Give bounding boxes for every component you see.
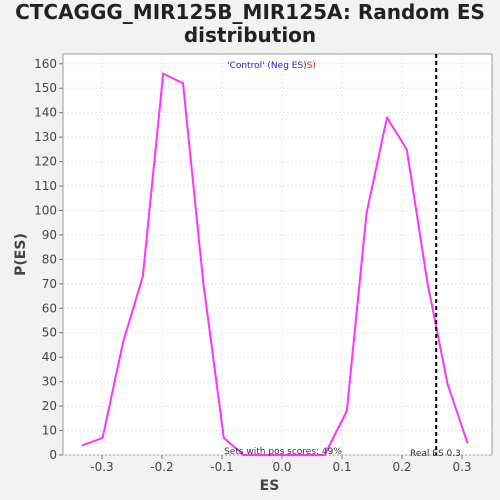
chart-title: CTCAGGG_MIR125B_MIR125A: Random ES distr…	[0, 1, 500, 47]
chart-title-line-1: CTCAGGG_MIR125B_MIR125A: Random ES	[15, 0, 485, 24]
x-axis: -0.3 -0.2 -0.1 0.0 0.1 0.2 0.3	[90, 455, 472, 474]
es-distribution-line	[82, 72, 469, 456]
x-tick-label: 0.0	[272, 460, 291, 474]
legend: 'Control' (Neg ES)S)	[227, 61, 316, 71]
x-tick-label: -0.1	[210, 460, 233, 474]
y-tick-label: 100	[34, 203, 57, 217]
chart-title-line-2: distribution	[183, 23, 317, 47]
x-tick-label: -0.2	[150, 460, 173, 474]
series-points	[81, 72, 469, 456]
y-tick-label: 0	[49, 448, 57, 462]
data-point	[365, 211, 368, 214]
y-tick-label: 120	[34, 155, 57, 169]
pos-scores-annotation: Sets with pos scores: 49%	[224, 447, 342, 457]
y-tick-label: 140	[34, 106, 57, 120]
real-es-annotation: Real ES 0.3	[410, 449, 461, 459]
y-tick-label: 90	[42, 228, 57, 242]
y-tick-label: 20	[42, 399, 57, 413]
data-point	[122, 341, 124, 344]
legend-label-control: 'Control' (Neg ES)	[227, 61, 307, 71]
data-point	[162, 72, 165, 75]
x-axis-title: ES	[260, 478, 280, 494]
y-tick-label: 80	[42, 252, 57, 266]
y-tick-label: 160	[34, 57, 57, 71]
data-point	[182, 82, 184, 85]
data-point	[345, 409, 348, 412]
data-point	[426, 280, 429, 283]
data-point	[81, 444, 84, 447]
y-tick-label: 10	[42, 424, 57, 438]
y-tick-label: 110	[34, 179, 57, 193]
y-tick-label: 60	[42, 301, 57, 315]
x-tick-label: 0.1	[332, 460, 351, 474]
y-tick-label: 40	[42, 350, 57, 364]
data-point	[282, 454, 285, 456]
data-point	[303, 454, 306, 456]
data-point	[141, 275, 144, 278]
y-axis: 0 10 20 30 40 50 60 70 80 90 100 110 120 130 140 150 160	[34, 57, 63, 462]
data-point	[323, 454, 326, 456]
data-point	[242, 454, 245, 456]
x-tick-label: -0.3	[90, 460, 113, 474]
data-point	[386, 116, 388, 119]
legend-label-suffix: S)	[307, 61, 316, 71]
data-point	[466, 441, 469, 444]
data-point	[202, 282, 205, 285]
y-tick-label: 150	[34, 81, 57, 95]
y-tick-label: 50	[42, 326, 57, 340]
y-axis-title: P(ES)	[13, 233, 29, 276]
x-tick-label: 0.3	[452, 460, 471, 474]
data-point	[101, 436, 104, 439]
data-point	[263, 454, 265, 456]
data-point	[446, 383, 449, 386]
x-tick-label: 0.2	[392, 460, 411, 474]
y-tick-label: 70	[42, 277, 57, 291]
data-point	[405, 148, 408, 151]
plot-area	[62, 53, 493, 456]
y-tick-label: 30	[42, 375, 57, 389]
data-point	[222, 436, 225, 439]
y-tick-label: 130	[34, 130, 57, 144]
